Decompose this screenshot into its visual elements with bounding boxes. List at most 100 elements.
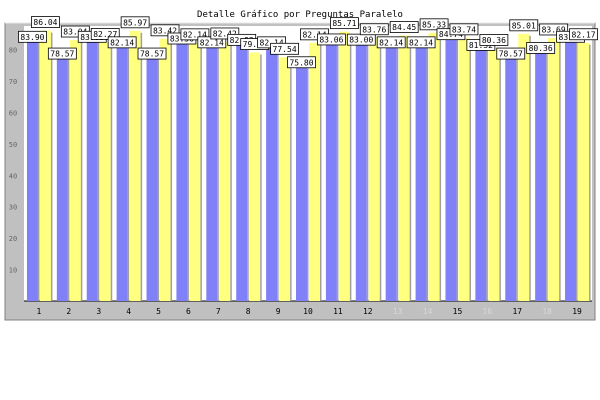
bar-series-2-cat-8 — [249, 52, 261, 301]
x-category-label: 19 — [572, 307, 582, 316]
data-label: 83.00 — [349, 36, 373, 45]
bar-shadow — [110, 44, 113, 302]
bar-shadow — [80, 42, 83, 301]
x-category-label: 11 — [333, 307, 343, 316]
data-label: 82.14 — [379, 38, 403, 47]
x-category-label: 14 — [423, 307, 433, 316]
data-label-box — [359, 23, 389, 36]
data-label-box — [180, 28, 210, 41]
data-label-box — [539, 23, 569, 36]
bar-series-1-cat-5 — [146, 54, 158, 301]
y-tick-label: 80 — [9, 47, 17, 55]
data-label: 82.17 — [572, 30, 596, 39]
y-tick-label: 60 — [9, 109, 17, 117]
bar-series-1-cat-10 — [296, 62, 307, 302]
data-label-box — [406, 36, 436, 49]
x-category-label: 16 — [483, 307, 493, 316]
data-label: 79.05 — [243, 40, 267, 49]
data-label: 82.14 — [409, 38, 433, 47]
data-label: 78.57 — [140, 50, 164, 59]
data-label-box — [479, 34, 509, 46]
x-category-label: 12 — [363, 307, 373, 316]
data-label: 80.36 — [529, 44, 553, 53]
bar-shadow — [307, 64, 309, 302]
x-category-label: 10 — [303, 307, 313, 316]
data-label-box — [120, 16, 150, 29]
data-label: 83.76 — [362, 25, 386, 34]
bar-shadow — [247, 42, 249, 302]
data-label-box — [210, 27, 240, 40]
data-label: 85.71 — [332, 19, 356, 28]
data-label-box — [509, 19, 539, 32]
y-tick-label: 10 — [9, 267, 17, 275]
bar-series-2-cat-10 — [309, 42, 320, 302]
data-label-box — [18, 30, 47, 43]
bar-shadow — [260, 54, 262, 301]
data-label: 75.80 — [289, 58, 313, 67]
data-label: 83.90 — [20, 33, 44, 42]
bar-shadow — [439, 34, 442, 301]
data-label: 80.36 — [482, 36, 506, 45]
bar-shadow — [529, 35, 531, 301]
data-label: 82.27 — [93, 30, 117, 39]
y-tick-label: 30 — [9, 204, 17, 212]
bar-series-1-cat-15 — [445, 34, 457, 301]
data-label-box — [389, 21, 419, 33]
bar-shadow — [320, 44, 322, 302]
data-label: 83.74 — [452, 25, 476, 34]
bar-shadow — [336, 41, 339, 301]
data-label: 78.57 — [50, 50, 74, 59]
x-category-label: 1 — [37, 307, 42, 316]
bar-shadow — [426, 44, 429, 302]
x-category-label: 13 — [393, 307, 403, 316]
data-label-box — [90, 28, 120, 40]
data-label: 86.04 — [33, 18, 57, 27]
bar-series-1-cat-13 — [385, 42, 397, 302]
data-label-box — [137, 47, 167, 60]
bar-shadow — [157, 56, 160, 301]
x-category-label: 18 — [542, 307, 552, 316]
data-label-box — [419, 18, 449, 31]
x-category-label: 9 — [276, 307, 281, 316]
data-label: 83.69 — [542, 25, 566, 34]
data-label: 83.04 — [63, 28, 87, 37]
bar-series-1-cat-1 — [26, 37, 38, 302]
data-label-box — [31, 16, 60, 28]
data-label: 84.45 — [392, 23, 416, 32]
data-label: 82.14 — [183, 30, 207, 39]
y-tick-label: 20 — [9, 235, 17, 243]
bar-series-2-cat-7 — [219, 41, 231, 302]
bars — [26, 30, 591, 302]
bar-shadow — [140, 32, 143, 302]
data-label-box — [150, 24, 180, 37]
data-label-box — [449, 23, 479, 36]
x-category-label: 6 — [186, 307, 191, 316]
bar-shadow — [469, 39, 471, 302]
bar-shadow — [349, 33, 352, 302]
y-ticks: 10 20 30 40 50 60 70 80 — [9, 47, 17, 275]
bar-series-2-cat-1 — [39, 30, 51, 302]
bar-series-2-cat-19 — [578, 42, 590, 301]
bar-series-1-cat-4 — [116, 42, 128, 302]
bar-shadow — [230, 43, 232, 302]
x-category-label: 2 — [66, 307, 71, 316]
data-label-box — [496, 47, 526, 60]
data-label: 82.14 — [302, 30, 326, 39]
bar-series-2-cat-2 — [69, 40, 81, 301]
x-category-label: 5 — [156, 307, 161, 316]
bar-series-1-cat-6 — [176, 39, 188, 302]
y-tick-label: 50 — [9, 141, 17, 149]
bar-series-2-cat-9 — [279, 57, 291, 301]
data-label-box — [329, 17, 359, 30]
bar-shadow — [499, 50, 501, 301]
bar-series-1-cat-19 — [565, 37, 577, 301]
bar-series-1-cat-17 — [505, 54, 517, 301]
bar-shadow — [456, 36, 458, 301]
bar-shadow — [217, 44, 219, 302]
bar-shadow — [170, 40, 173, 302]
data-label: 82.14 — [260, 38, 284, 47]
bar-shadow — [559, 39, 561, 302]
bar-shadow — [576, 39, 578, 301]
